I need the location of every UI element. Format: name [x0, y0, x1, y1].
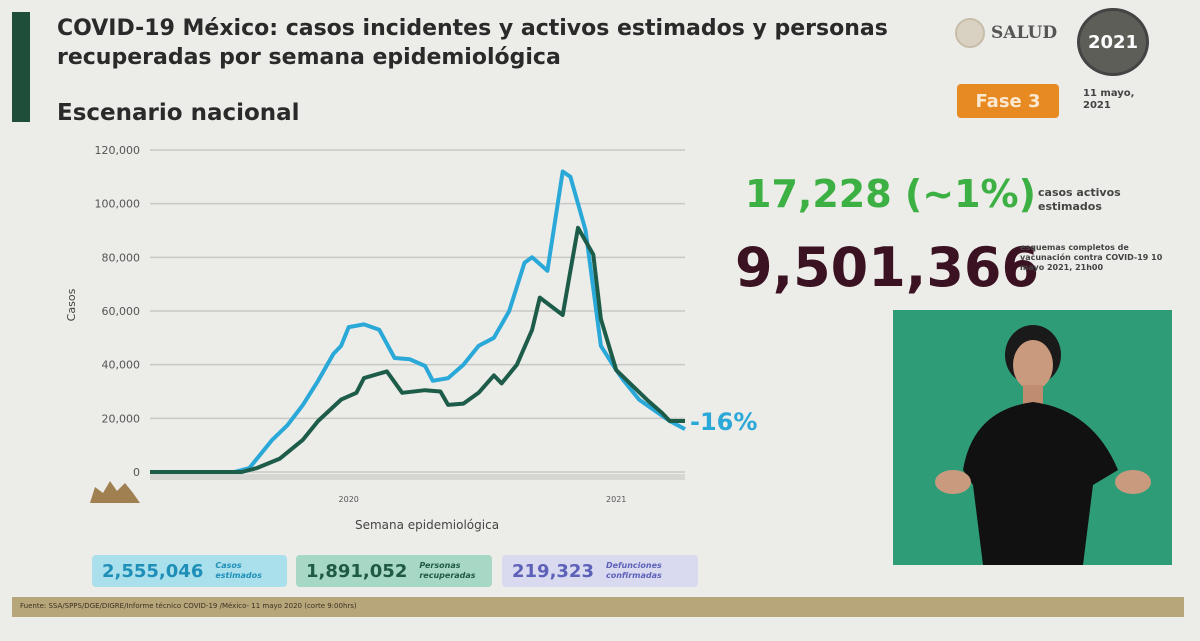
y-tick-label: 60,000 — [102, 305, 141, 318]
salud-text: SALUD — [991, 23, 1058, 43]
y-tick-label: 20,000 — [102, 412, 141, 425]
accent-bar — [12, 12, 30, 122]
y-axis-label: Casos — [65, 288, 78, 321]
weekly-change-label: -16% — [690, 408, 758, 436]
y-tick-label: 80,000 — [102, 251, 141, 264]
deaths-box: 219,323 Defunciones confirmadas — [502, 555, 698, 587]
active-cases-label: casos activos estimados — [1038, 186, 1121, 213]
date-label: 11 mayo, 2021 — [1083, 88, 1135, 111]
estimated-cases-box: 2,555,046 Casos estimados — [92, 555, 287, 587]
recovered-box: 1,891,052 Personas recuperadas — [296, 555, 492, 587]
estimated-cases-value: 2,555,046 — [102, 560, 204, 582]
active-cases-value: 17,228 (~1%) — [745, 172, 1036, 216]
deaths-value: 219,323 — [512, 560, 594, 582]
source-footer: Fuente: SSA/SPPS/DGE/DIGRE/Informe técni… — [12, 597, 1184, 617]
y-tick-label: 100,000 — [95, 198, 141, 211]
sign-language-interpreter-video — [893, 310, 1172, 565]
salud-logo: SALUD — [955, 18, 1057, 48]
recovered-value: 1,891,052 — [306, 560, 408, 582]
vaccination-value: 9,501,366 — [735, 236, 1040, 299]
phase-badge: Fase 3 — [957, 84, 1059, 118]
x-axis-label: Semana epidemiológica — [355, 518, 499, 532]
page-title: COVID-19 México: casos incidentes y acti… — [57, 16, 888, 70]
seal-icon — [955, 18, 985, 48]
series-line-estimated — [150, 169, 686, 474]
week-tick-strip — [150, 474, 685, 480]
estimated-cases-label: Casos estimados — [215, 561, 262, 580]
mexico-logo — [80, 475, 150, 535]
vaccination-label: esquemas completos de vacunación contra … — [1020, 243, 1163, 272]
year-logo: 2021 — [1077, 8, 1149, 76]
line-chart: 0 20,000 40,000 60,000 80,000 100,000 120,000 2… — [65, 144, 686, 532]
y-tick-label: 0 — [133, 466, 140, 479]
year-label: 2021 — [606, 495, 626, 504]
deaths-label: Defunciones confirmadas — [605, 561, 662, 580]
recovered-label: Personas recuperadas — [419, 561, 476, 580]
page-subtitle: Escenario nacional — [57, 100, 300, 126]
year-label: 2020 — [339, 495, 359, 504]
y-tick-label: 40,000 — [102, 359, 141, 372]
y-tick-label: 120,000 — [95, 144, 141, 157]
series-line-recovered — [150, 225, 685, 474]
